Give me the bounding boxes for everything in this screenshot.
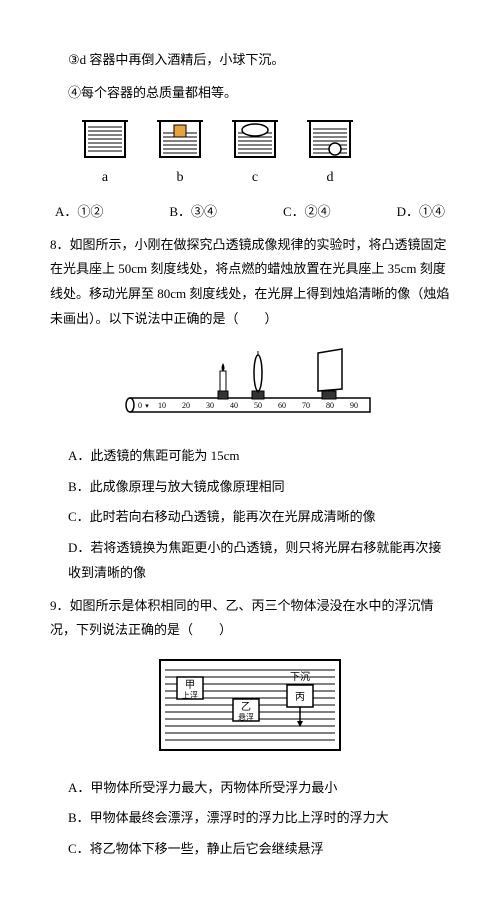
svg-text:60: 60 [278,401,286,410]
label-c: c [230,165,280,192]
q8-option-a: A．此透镜的焦距可能为 15cm [68,444,450,469]
svg-text:30: 30 [206,401,214,410]
svg-text:20: 20 [182,401,190,410]
q8-optical-bench-figure: 0▾ 10 20 30 40 50 60 70 80 90 [50,343,450,432]
label-a: a [80,165,130,192]
q7-statement-4: ④每个容器的总质量都相等。 [68,81,450,106]
svg-text:50: 50 [254,401,262,410]
svg-text:甲: 甲 [185,680,195,691]
svg-text:▾: ▾ [145,402,149,410]
q9-buoyancy-figure: 甲 上浮 乙 悬浮 下沉 丙 [50,655,450,764]
q8-option-d: D．若将透镜换为焦距更小的凸透镜，则只将光屏右移就能再次接收到清晰的像 [68,536,450,585]
container-c [230,119,280,159]
svg-text:悬浮: 悬浮 [238,712,254,722]
svg-text:10: 10 [158,401,166,410]
q7-option-d: D．①④ [397,200,445,225]
lens-icon [252,351,264,399]
svg-text:90: 90 [350,401,358,410]
container-a [80,119,130,159]
q9-option-b: B．甲物体最终会漂浮，漂浮时的浮力比上浮时的浮力大 [68,806,450,831]
svg-text:40: 40 [230,401,238,410]
q7-container-labels: a b c d [80,165,450,192]
label-d: d [305,165,355,192]
q7-option-a: A．①② [55,200,103,225]
q8-prompt: 8．如图所示，小刚在做探究凸透镜成像规律的实验时，将凸透镜固定在光具座上 50c… [50,233,450,332]
q8-option-c: C．此时若向右移动凸透镜，能再次在光屏成清晰的像 [68,505,450,530]
label-b: b [155,165,205,192]
screen-icon [318,349,342,399]
q7-option-c: C．②④ [283,200,331,225]
container-b [155,119,205,159]
q9-prompt: 9．如图所示是体积相同的甲、乙、丙三个物体浸没在水中的浮沉情况，下列说法正确的是… [50,594,450,643]
q9-option-c: C．将乙物体下移一些，静止后它会继续悬浮 [68,837,450,862]
container-d [305,119,355,159]
q7-containers-figure [80,119,450,161]
svg-text:上浮: 上浮 [182,690,198,700]
q9-option-a: A．甲物体所受浮力最大，丙物体所受浮力最小 [68,776,450,801]
q7-option-b: B．③④ [169,200,217,225]
q7-statement-3: ③d 容器中再倒入酒精后，小球下沉。 [68,48,450,73]
svg-text:丙: 丙 [295,692,305,703]
svg-text:80: 80 [326,401,334,410]
svg-text:0: 0 [138,401,142,410]
candle-icon [218,363,228,399]
q7-options: A．①② B．③④ C．②④ D．①④ [55,200,445,225]
svg-text:下沉: 下沉 [290,670,310,683]
svg-text:70: 70 [302,401,310,410]
q8-option-b: B．此成像原理与放大镜成像原理相同 [68,475,450,500]
